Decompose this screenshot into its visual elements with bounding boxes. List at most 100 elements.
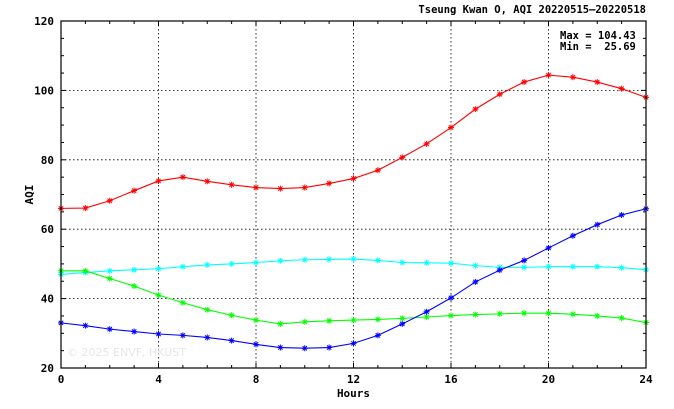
data-point xyxy=(374,257,381,264)
data-point xyxy=(521,79,528,86)
x-tick-label: 20 xyxy=(542,373,555,386)
data-point xyxy=(399,320,406,327)
data-point xyxy=(472,262,479,269)
series-1 xyxy=(58,72,649,212)
data-point xyxy=(350,317,357,324)
data-point xyxy=(253,317,259,324)
data-point xyxy=(448,312,454,319)
data-point xyxy=(399,154,406,161)
data-point xyxy=(179,263,186,270)
data-point xyxy=(106,267,113,274)
data-point xyxy=(545,244,552,251)
data-point xyxy=(204,306,211,313)
data-point xyxy=(326,344,333,351)
data-point xyxy=(521,310,528,317)
y-tick-label: 100 xyxy=(34,84,54,97)
data-point xyxy=(594,312,601,319)
data-point xyxy=(423,313,430,320)
data-point xyxy=(569,74,576,81)
data-point xyxy=(179,299,186,306)
data-point xyxy=(131,266,138,273)
data-point xyxy=(374,316,381,323)
series-group xyxy=(58,72,649,352)
max-value-label: Max = 104.43 xyxy=(560,30,636,42)
data-point xyxy=(301,318,308,325)
data-point xyxy=(277,344,284,351)
x-tick-label: 16 xyxy=(444,373,458,386)
data-point xyxy=(448,260,454,267)
axis-ticks: 0 4 8 12 16 20 24 20 40 60 80 100 120 xyxy=(34,15,653,386)
data-point xyxy=(301,184,308,191)
data-point xyxy=(228,260,235,267)
data-point xyxy=(472,278,479,285)
grid-lines xyxy=(61,21,646,368)
y-axis-title: AQI xyxy=(23,185,36,205)
data-point xyxy=(472,311,479,318)
data-point xyxy=(618,264,625,271)
data-point xyxy=(253,341,259,348)
data-point xyxy=(253,184,259,191)
data-point xyxy=(545,263,552,270)
watermark-text: © 2025 ENVF, HKUST xyxy=(67,346,186,359)
data-point xyxy=(448,124,454,131)
data-point xyxy=(228,312,235,319)
data-point xyxy=(496,310,503,317)
x-tick-label: 12 xyxy=(347,373,360,386)
data-point xyxy=(350,175,357,182)
data-point xyxy=(521,257,528,264)
data-point xyxy=(204,334,211,341)
data-point xyxy=(399,259,406,266)
data-point xyxy=(179,174,186,181)
x-tick-label: 0 xyxy=(58,373,65,386)
data-point xyxy=(301,256,308,263)
x-axis-title: Hours xyxy=(337,387,370,400)
data-point xyxy=(545,72,552,79)
data-point xyxy=(496,91,503,98)
data-point xyxy=(277,257,284,264)
data-point xyxy=(569,263,576,270)
y-tick-label: 80 xyxy=(41,154,54,167)
data-point xyxy=(131,283,138,290)
series-2 xyxy=(58,256,649,278)
data-point xyxy=(350,340,357,347)
data-point xyxy=(374,167,381,174)
y-tick-label: 120 xyxy=(34,15,54,28)
data-point xyxy=(521,264,528,271)
data-point xyxy=(301,345,308,352)
data-point xyxy=(569,311,576,318)
data-point xyxy=(350,256,357,263)
data-point xyxy=(82,322,89,329)
x-tick-label: 24 xyxy=(639,373,653,386)
data-point xyxy=(374,332,381,339)
data-point xyxy=(155,292,162,299)
series-3 xyxy=(58,267,649,327)
data-point xyxy=(277,320,284,327)
data-point xyxy=(618,315,625,322)
data-point xyxy=(179,332,186,339)
data-point xyxy=(106,326,113,333)
data-point xyxy=(326,256,333,263)
data-point xyxy=(155,177,162,184)
data-point xyxy=(496,267,503,274)
y-tick-label: 60 xyxy=(41,223,54,236)
data-point xyxy=(326,180,333,187)
data-point xyxy=(423,140,430,147)
data-point xyxy=(448,294,454,301)
data-point xyxy=(569,232,576,239)
data-point xyxy=(204,261,211,268)
y-tick-label: 20 xyxy=(41,362,54,375)
data-point xyxy=(82,267,89,274)
data-point xyxy=(228,181,235,188)
data-point xyxy=(618,211,625,218)
data-point xyxy=(204,178,211,185)
min-value-label: Min = 25.69 xyxy=(560,41,636,53)
data-point xyxy=(399,315,406,322)
chart-title: Tseung Kwan O, AQI 20220515—20220518 xyxy=(418,4,646,16)
x-tick-label: 4 xyxy=(155,373,162,386)
data-point xyxy=(423,308,430,315)
data-point xyxy=(82,205,89,212)
data-point xyxy=(277,185,284,192)
data-point xyxy=(545,310,552,317)
data-point xyxy=(594,263,601,270)
